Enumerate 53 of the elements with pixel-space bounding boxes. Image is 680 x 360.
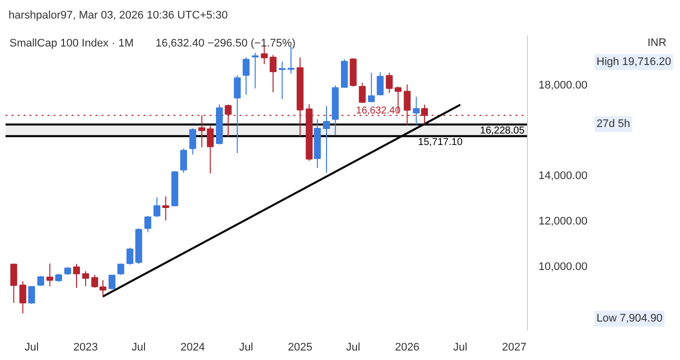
chart-title: SmallCap 100 Index · 1M [10, 38, 134, 50]
text: harshpalor97, Mar 03, 2026 10:36 UTC+5:30 [8, 10, 228, 22]
y-tick-label: 18,000.00 [538, 79, 588, 92]
candlestick [386, 72, 393, 94]
x-tick-label: 2026 [394, 342, 420, 354]
x-tick-label: 2025 [288, 342, 312, 354]
candlestick [368, 72, 375, 103]
candlestick [82, 270, 90, 287]
candlestick [323, 106, 330, 174]
candlestick [126, 247, 134, 266]
candlestick [358, 82, 366, 104]
x-tick-label: 2024 [180, 342, 205, 354]
candlestick [270, 54, 277, 93]
candlestick [73, 263, 80, 288]
candlestick [180, 148, 188, 174]
text: High 19,716.20 [596, 56, 672, 68]
candlestick [189, 128, 196, 155]
x-tick-label: Jul [24, 342, 39, 354]
x-tick-label: 2023 [73, 342, 98, 354]
x-tick-label: Jul [453, 342, 468, 354]
candlestick [10, 263, 18, 304]
candlestick [91, 274, 98, 288]
chart-subtitle: 16,632.40 −296.50 (−1.75%) [156, 38, 296, 50]
candlestick [153, 196, 160, 218]
text: 27d 5h [596, 118, 630, 130]
candlestick [108, 274, 116, 290]
x-tick-label: Jul [346, 342, 360, 354]
ref-line-label: 16,632.40 [356, 105, 401, 116]
x-tick-label: Jul [132, 342, 146, 354]
candlestick [376, 72, 384, 96]
candlestick [19, 280, 26, 314]
y-tick-label: 14,000.00 [538, 170, 588, 182]
candlestick [162, 196, 170, 221]
candlestick [234, 74, 241, 154]
candlestick [46, 263, 54, 287]
ref-line-label: 16,228.05 [480, 126, 525, 136]
y-tick-label: 10,000.00 [538, 260, 588, 273]
candlestick [99, 280, 106, 298]
ref-line-label: 15,717.10 [418, 137, 463, 148]
text: INR [648, 36, 666, 49]
candlestick [117, 263, 124, 276]
candlestick [206, 126, 214, 174]
candlestick [37, 275, 44, 286]
text: Low 7,904.90 [596, 312, 663, 325]
x-tick-label: Jul [239, 342, 254, 354]
candlestick [242, 56, 250, 96]
candlestick [412, 96, 420, 126]
x-tick-label: 2027 [502, 342, 527, 354]
candlestick [28, 286, 36, 304]
candlestick [144, 215, 152, 233]
y-tick-label: 12,000.00 [538, 215, 588, 228]
candlestick [252, 52, 259, 89]
candlestick [278, 61, 286, 100]
